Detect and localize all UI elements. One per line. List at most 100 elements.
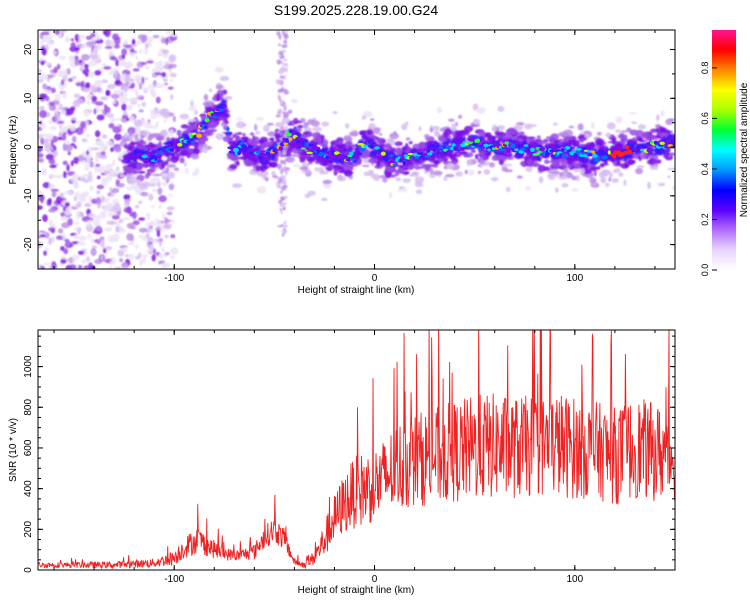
spectrogram-cell: [134, 204, 140, 209]
spectrogram-cell: [420, 160, 425, 164]
spectrogram-cell: [479, 135, 484, 141]
spectrogram-cell: [369, 151, 377, 156]
spectrogram-cell: [279, 203, 284, 208]
spectrogram-ridge-cell: [345, 158, 351, 162]
spectrogram-cell: [93, 108, 97, 115]
spectrogram-cell: [93, 219, 101, 227]
spectrogram-cell: [110, 147, 114, 153]
spectrogram-cell: [426, 163, 431, 170]
spectrogram-cell: [162, 111, 170, 119]
spectrogram-cell: [124, 74, 130, 82]
top-y-tick-label: 20: [23, 44, 34, 56]
spectrogram-cell: [283, 134, 287, 139]
spectrogram-cell: [506, 186, 511, 193]
spectrogram-cell: [184, 167, 189, 174]
spectrogram-cell: [151, 204, 155, 209]
spectrogram-cell: [84, 202, 92, 208]
spectrogram-ridge-cell: [356, 152, 363, 156]
spectrogram-cell: [147, 237, 154, 241]
spectrogram-ridge-cell: [373, 144, 378, 147]
spectrogram-cell: [396, 167, 405, 174]
chart-title: S199.2025.228.19.00.G24: [274, 2, 438, 18]
spectrogram-cell: [100, 239, 105, 248]
spectrogram-cell: [350, 163, 359, 167]
spectrogram-cell: [183, 162, 187, 167]
spectrogram-cell: [277, 79, 282, 86]
spectrogram-cell: [597, 131, 602, 136]
spectrogram-cell: [259, 136, 268, 143]
spectrogram-ridge-cell: [189, 134, 193, 139]
spectrogram-cell: [452, 132, 456, 137]
spectrogram-cell: [635, 129, 644, 135]
spectrogram-cell: [168, 54, 177, 62]
spectrogram-cell: [61, 79, 65, 86]
spectrogram-cell: [124, 132, 128, 139]
spectrogram-cell: [105, 39, 111, 46]
spectrogram-cell: [132, 220, 140, 226]
spectrogram-cell: [216, 82, 222, 86]
spectrogram-cell: [78, 235, 87, 241]
spectrogram-ridge-cell: [306, 146, 310, 151]
spectrogram-cell: [401, 146, 408, 152]
spectrogram-cell: [139, 131, 148, 135]
spectrogram-cell: [255, 165, 264, 171]
spectrogram-cell: [266, 122, 274, 126]
spectrogram-cell: [446, 163, 455, 170]
spectrogram-cell: [154, 145, 163, 149]
spectrogram-cell: [283, 63, 289, 67]
spectrogram-cell: [168, 183, 175, 191]
spectrogram-cell: [105, 140, 113, 147]
spectrogram-ridge-cell: [292, 130, 296, 134]
top-y-tick-label: 0: [23, 144, 34, 150]
spectrogram-ridge-cell: [355, 146, 360, 151]
spectrogram-cell: [162, 176, 168, 180]
spectrogram-cell: [278, 199, 283, 204]
spectrogram-cell: [77, 227, 81, 235]
spectrogram-cell: [280, 50, 287, 53]
spectrogram-cell: [70, 106, 76, 111]
spectrogram-cell: [80, 80, 85, 88]
spectrogram-cell: [296, 149, 303, 153]
spectrogram-cell: [650, 137, 658, 141]
spectrogram-cell: [124, 44, 132, 48]
spectrogram-cell: [119, 96, 124, 105]
spectrogram-cell: [445, 174, 455, 178]
spectrogram-cell: [466, 159, 473, 166]
spectrogram-cell: [280, 159, 285, 165]
spectrogram-cell: [436, 106, 442, 114]
spectrogram-cell: [298, 152, 309, 160]
spectrogram-cell: [130, 82, 135, 89]
spectrogram-cell: [83, 110, 90, 117]
spectrogram-cell: [42, 214, 48, 222]
spectrogram-cell: [474, 153, 479, 160]
spectrogram-ridge-cell: [518, 150, 524, 154]
spectrogram-cell: [148, 36, 154, 43]
spectrogram-cell: [322, 144, 328, 148]
spectrogram-cell: [192, 148, 201, 155]
spectrogram-cell: [314, 167, 320, 172]
spectrogram-cell: [109, 186, 113, 194]
spectrogram-cell: [161, 264, 168, 269]
spectrogram-cell: [563, 136, 574, 140]
spectrogram-cell: [83, 63, 89, 69]
spectrogram-cell: [71, 135, 77, 143]
spectrogram-cell: [60, 212, 66, 217]
spectrogram-cell: [139, 49, 143, 54]
spectrogram-cell: [281, 44, 287, 49]
spectrogram-cell: [169, 72, 177, 78]
spectrogram-cell: [457, 139, 461, 147]
spectrogram-cell: [69, 124, 77, 132]
spectrogram-cell: [157, 187, 163, 195]
spectrogram-cell: [440, 154, 444, 160]
spectrogram-cell: [138, 252, 142, 259]
spectrogram-cell: [303, 121, 313, 126]
spectrogram-ridge-cell: [629, 144, 634, 149]
spectrogram-cell: [250, 132, 255, 136]
spectrogram-ridge-cell: [398, 158, 404, 163]
spectrogram-cell: [524, 186, 531, 191]
spectrogram-ridge-cell: [255, 150, 261, 154]
spectrogram-cell: [549, 159, 559, 164]
spectrogram-cell: [94, 130, 101, 138]
spectrogram-ridge-cell: [475, 138, 481, 143]
spectrogram-cell: [615, 116, 623, 124]
